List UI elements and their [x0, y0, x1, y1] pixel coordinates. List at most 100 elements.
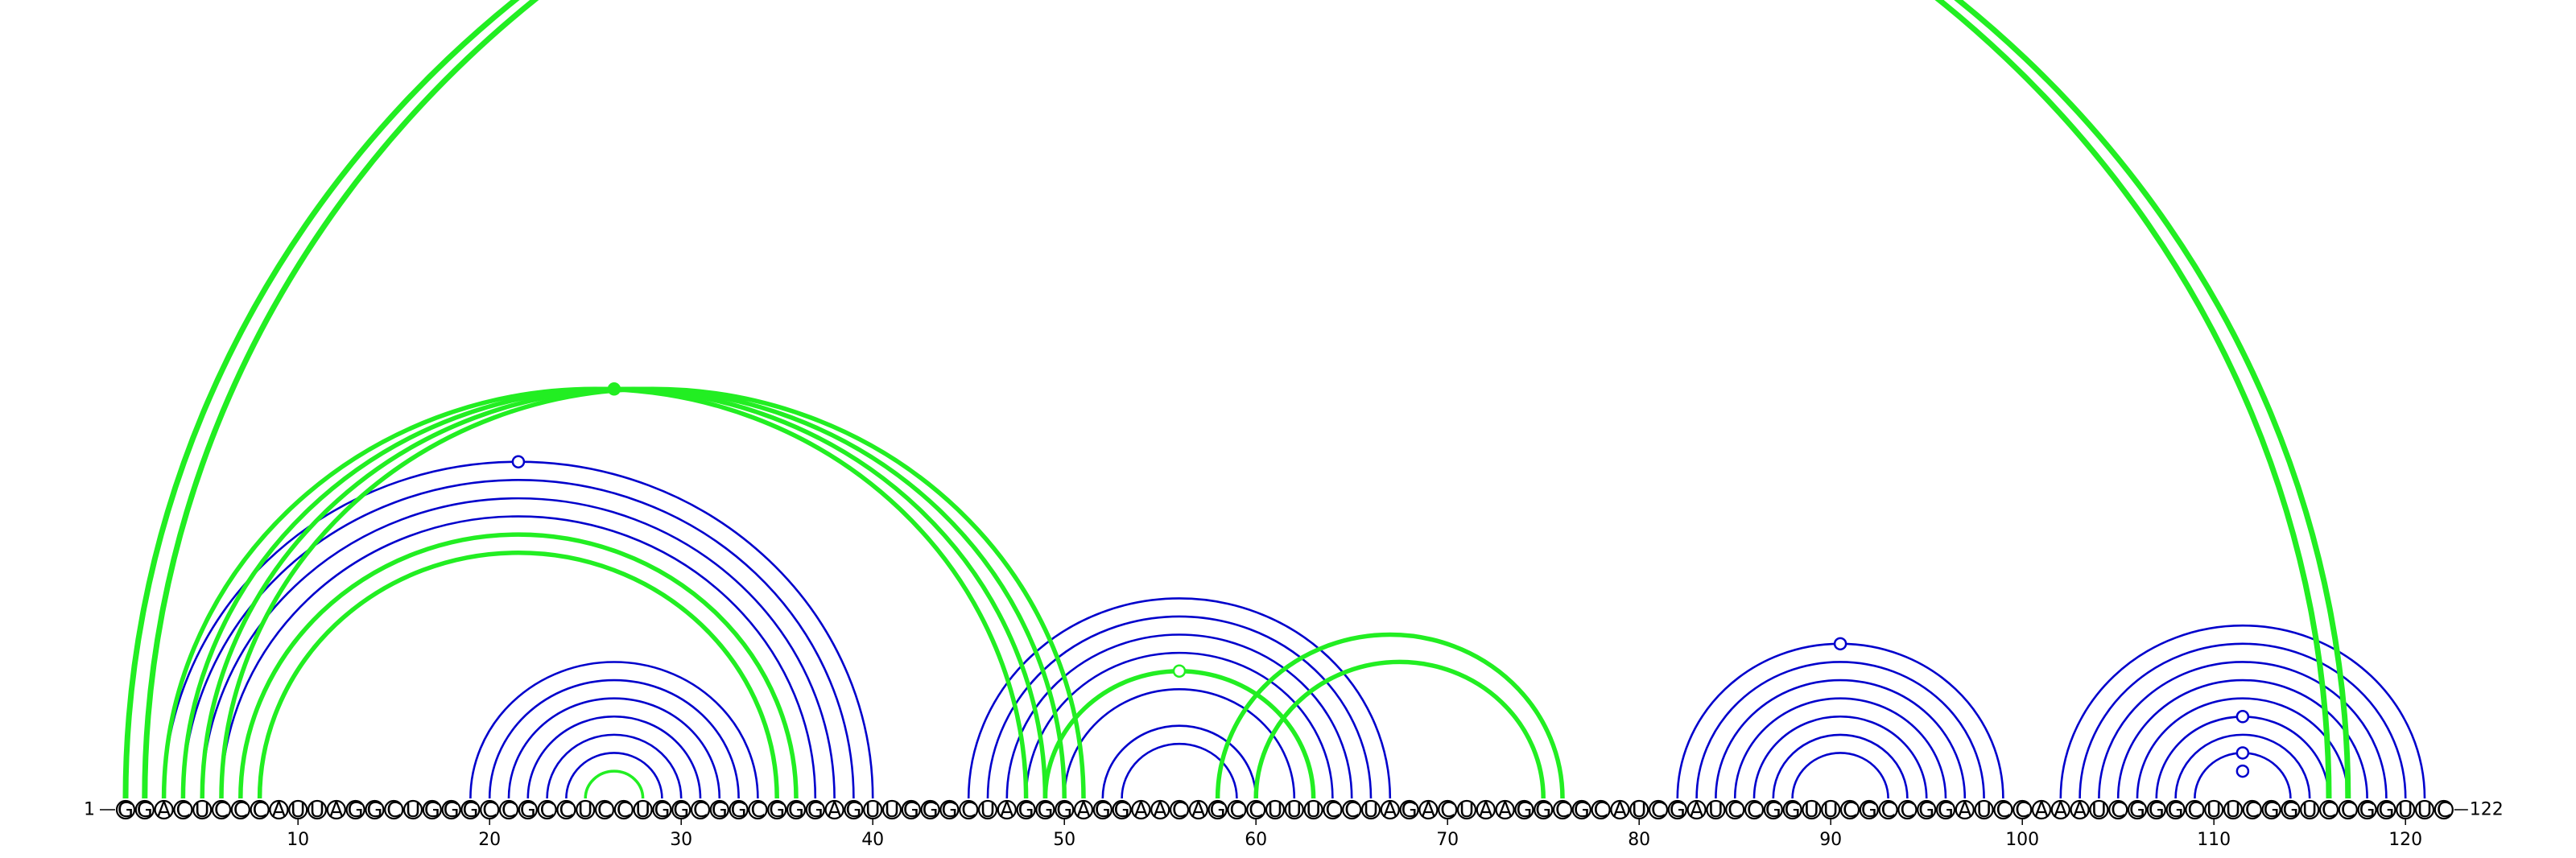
nucleotide-circle [402, 799, 423, 820]
nucleotide-circle [1629, 799, 1649, 820]
nucleotide-circle [1821, 799, 1841, 820]
nucleotide-letter: U [1286, 798, 1302, 823]
nucleotide-circle [1571, 799, 1591, 820]
nucleotide-letter: A [828, 798, 842, 823]
nucleotide-letter: G [1535, 798, 1551, 823]
nucleotide-letter: G [845, 798, 861, 823]
tick-label: 110 [2197, 830, 2231, 850]
base-pair-arc-blue [584, 769, 644, 799]
nucleotide-circle [2261, 799, 2281, 820]
nucleotide-letter: G [366, 798, 382, 823]
base-pair-arc-blue [1733, 697, 1947, 799]
tick-label: 70 [1436, 830, 1459, 850]
nucleotide-circle [671, 799, 691, 820]
base-pair-arc-green [180, 386, 1048, 799]
nucleotide-circle [1782, 799, 1802, 820]
nucleotide-letter: C [961, 798, 976, 823]
nucleotide-circle [2127, 799, 2148, 820]
nucleotide-circle [2300, 799, 2320, 820]
nucleotide-letter: G [1938, 798, 1954, 823]
nucleotide-letter: C [597, 798, 612, 823]
base-pair-arc-green [1253, 659, 1546, 799]
base-pair-arc-blue [1791, 752, 1889, 799]
nucleotide-circle [824, 799, 844, 820]
nucleotide-circle [498, 799, 519, 820]
nucleotide-letter: A [1000, 798, 1014, 823]
nucleotide-circle [2070, 799, 2090, 820]
arc-marker [2235, 764, 2250, 778]
base-pair-arc-blue [526, 715, 702, 799]
base-pair-arc-green [219, 386, 1086, 799]
nucleotide-letter: C [2322, 798, 2336, 823]
nucleotide-letter: C [1440, 798, 1455, 823]
nucleotide-circle [2050, 799, 2070, 820]
nucleotide-circle [1323, 799, 1343, 820]
nucleotide-circle [211, 799, 232, 820]
nucleotide-letter: G [2149, 798, 2165, 823]
nucleotide-circle [326, 799, 346, 820]
nucleotide-letter: G [118, 798, 134, 823]
nucleotide-circle [518, 799, 538, 820]
nucleotide-letter: G [1037, 798, 1053, 823]
nucleotide-circle [288, 799, 308, 820]
nucleotide-letter: C [617, 798, 631, 823]
nucleotide-letter: U [1632, 798, 1647, 823]
arc-marker [607, 382, 621, 396]
nucleotide-circle [633, 799, 653, 820]
nucleotide-letter: G [731, 798, 747, 823]
nucleotide-circle [1993, 799, 2013, 820]
nucleotide-letter: U [405, 798, 420, 823]
nucleotide-letter: C [1996, 798, 2010, 823]
tick-label: 20 [478, 830, 501, 850]
nucleotide-circle [134, 799, 155, 820]
nucleotide-letter: A [1076, 798, 1091, 823]
nucleotide-circle [250, 799, 270, 820]
arc-marker [2235, 746, 2250, 760]
base-pair-arc-blue [1121, 742, 1238, 799]
tick-label: 90 [1819, 830, 1842, 850]
nucleotide-circle [1131, 799, 1151, 820]
nucleotide-circle [748, 799, 768, 820]
nucleotide-circle [441, 799, 461, 820]
nucleotide-letter: C [1594, 798, 1608, 823]
nucleotide-letter: C [693, 798, 708, 823]
nucleotide-circle [1935, 799, 1956, 820]
nucleotide-circle [1016, 799, 1036, 820]
nucleotide-letter: G [807, 798, 824, 823]
base-pair-arc-blue [2098, 661, 2388, 799]
nucleotide-letter: C [750, 798, 765, 823]
nucleotide-letter: G [2282, 798, 2298, 823]
nucleotide-letter: C [2437, 798, 2451, 823]
nucleotide-letter: U [980, 798, 995, 823]
nucleotide-circle [556, 799, 576, 820]
nucleotide-letter: G [1018, 798, 1034, 823]
nucleotide-circle [786, 799, 807, 820]
nucleotide-circle [384, 799, 404, 820]
nucleotide-circle [2089, 799, 2109, 820]
nucleotide-letter: C [559, 798, 573, 823]
nucleotide-letter: G [444, 798, 460, 823]
nucleotide-circle [2165, 799, 2186, 820]
nucleotide-letter: U [309, 798, 324, 823]
nucleotide-letter: G [1670, 798, 1686, 823]
nucleotide-letter: G [1114, 798, 1130, 823]
tick-label: 60 [1245, 830, 1267, 850]
nucleotide-letter: U [1363, 798, 1378, 823]
nucleotide-circle [959, 799, 979, 820]
nucleotide-circle [365, 799, 385, 820]
nucleotide-circle [1035, 799, 1055, 820]
base-pair-arc-blue [1101, 724, 1257, 799]
base-pair-arc-blue [1676, 642, 2004, 799]
nucleotide-letter: U [578, 798, 593, 823]
nucleotide-circle [1495, 799, 1515, 820]
nucleotide-circle [881, 799, 902, 820]
nucleotide-letter: G [1402, 798, 1418, 823]
base-pair-arc-green [238, 532, 799, 799]
nucleotide-circle [230, 799, 250, 820]
nucleotide-letter: C [1555, 798, 1570, 823]
nucleotide-circle [1839, 799, 1860, 820]
nucleotide-circle [1073, 799, 1094, 820]
nucleotide-letter: C [214, 798, 229, 823]
nucleotide-letter: C [2245, 798, 2260, 823]
nucleotide-circle [2108, 799, 2128, 820]
